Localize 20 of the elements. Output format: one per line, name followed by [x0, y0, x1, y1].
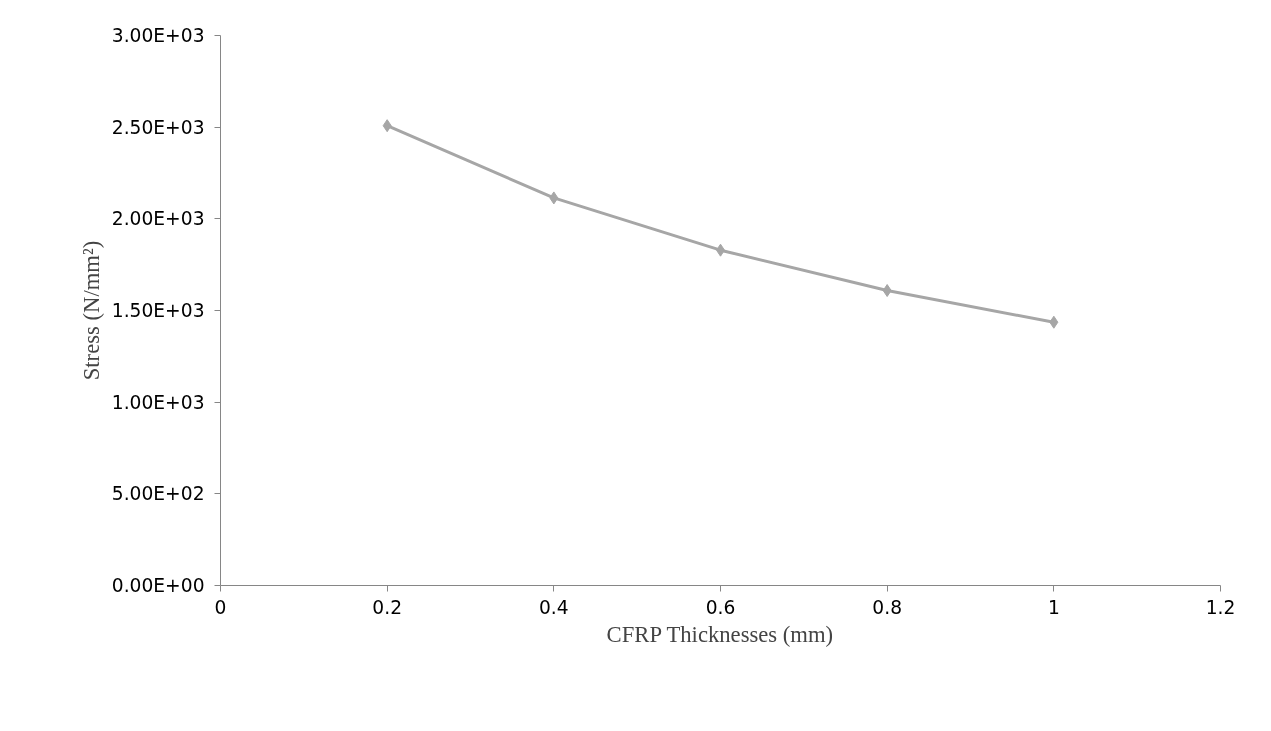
x-tick-label: 0.2 [372, 596, 402, 618]
x-axis-title: CFRP Thicknesses (mm) [606, 621, 834, 647]
x-tick-label: 0.4 [539, 596, 569, 618]
point [1049, 315, 1059, 329]
point [549, 191, 559, 205]
y-tick-label: 3.00E+03 [111, 25, 205, 46]
x-tick-label: 1 [1047, 596, 1060, 618]
y-tick-label: 2.50E+03 [111, 116, 205, 138]
y-tick-label: 1.50E+03 [111, 300, 205, 321]
point [882, 284, 892, 298]
y-axis-title: Stress (N/mm²) [78, 240, 104, 381]
x-tick-label: 1.2 [1205, 596, 1236, 618]
point [382, 119, 392, 133]
x-tick-label: 0.8 [872, 596, 902, 618]
y-tick-label: 5.00E+02 [111, 483, 205, 505]
y-tick-label: 1.00E+03 [111, 391, 205, 413]
y-tick-label: 0.00E+00 [111, 575, 205, 596]
x-tick-label: 0.6 [705, 596, 736, 618]
x-tick-label: 0 [214, 596, 227, 618]
y-tick-label: 2.00E+03 [111, 208, 205, 230]
